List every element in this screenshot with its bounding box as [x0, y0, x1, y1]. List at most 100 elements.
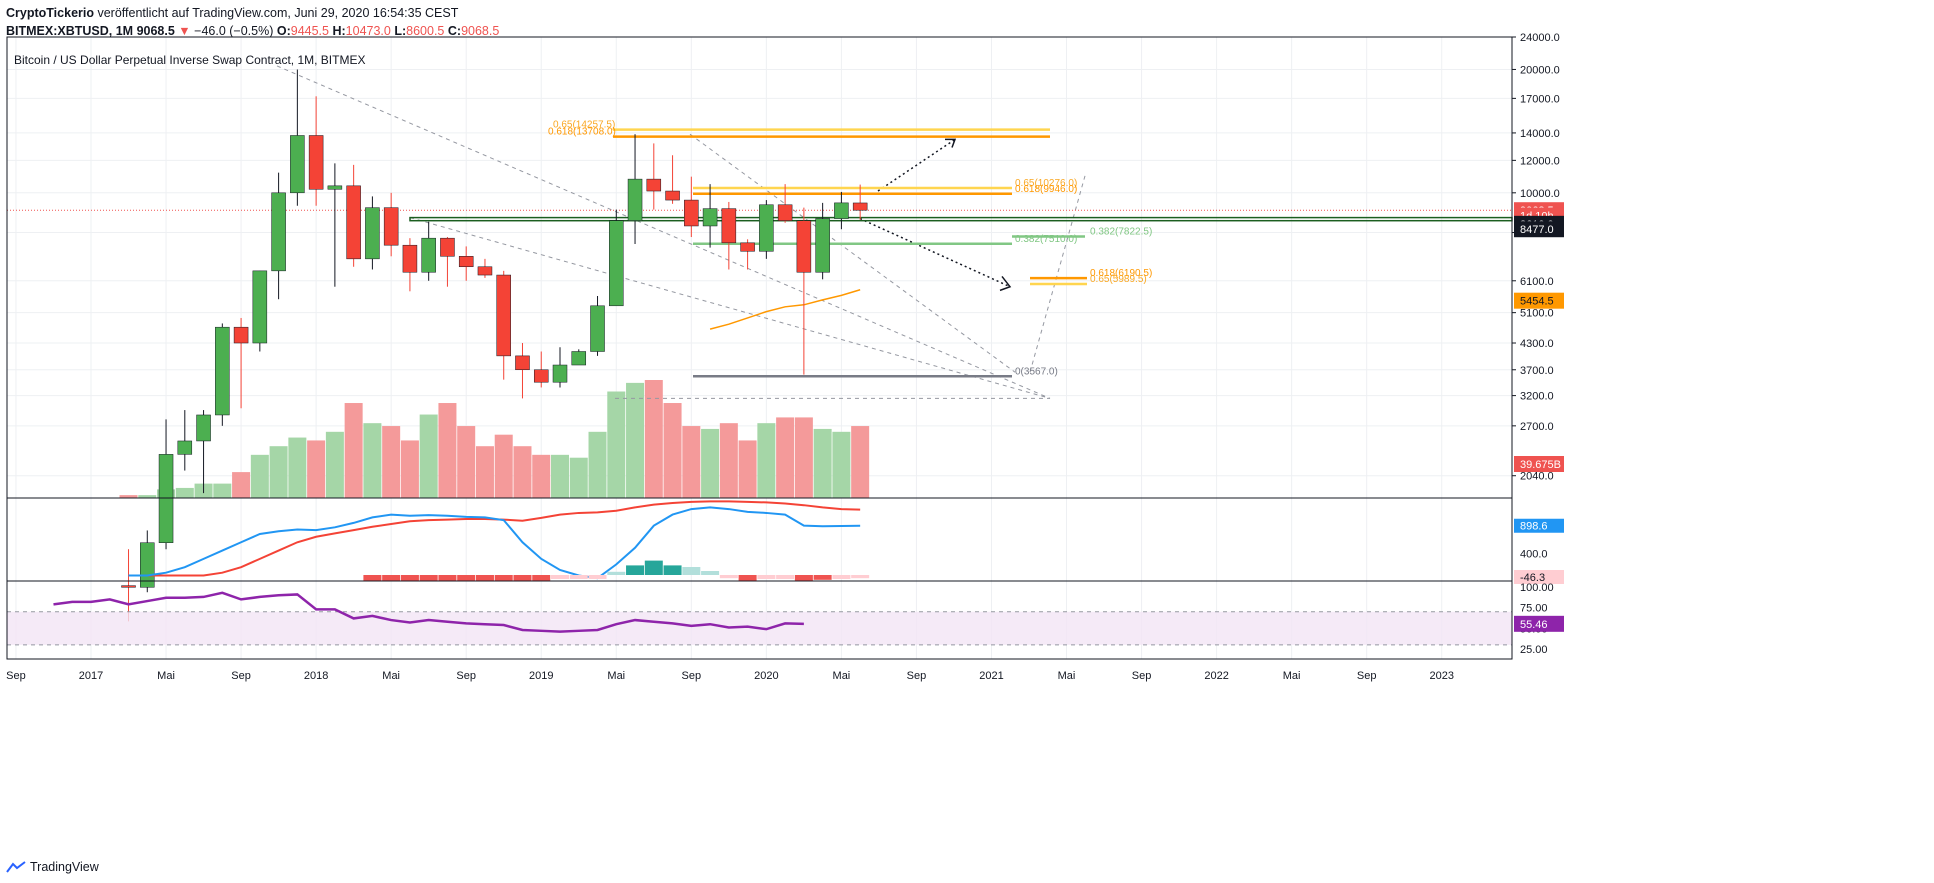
candle-body: [702, 208, 718, 227]
volume-bar: [419, 414, 438, 498]
price-tag-label: 5454.5: [1520, 296, 1554, 308]
footer: TradingView: [6, 860, 99, 874]
rsi-pane: [7, 591, 1512, 646]
candle: [496, 270, 511, 380]
fibonacci-levels: 0.65(14257.5)0.618(13708.0) 0.65(10276.0)…: [548, 120, 1152, 378]
volume-bar: [551, 454, 569, 498]
y-tick-label: 4300.0: [1520, 338, 1554, 350]
price-tag: [1514, 292, 1564, 309]
x-tick-label: Sep: [682, 670, 702, 682]
macd-tick-label: 898.6: [1520, 521, 1548, 533]
price-tag-label: 8477.0: [1520, 224, 1554, 236]
arrow-head-icon: [945, 138, 957, 148]
price-chart[interactable]: 0.65(14257.5)0.618(13708.0) 0.65(10276.0)…: [0, 0, 1934, 860]
candle: [402, 238, 418, 292]
y-tick-label: 24000.0: [1520, 32, 1560, 44]
macd-histogram-bar: [363, 575, 382, 582]
fib-level-label: 0.65(14257.5): [553, 120, 615, 131]
volume-bar: [457, 426, 476, 498]
rsi-tick-label: 25.00: [1520, 644, 1548, 656]
volume-bar: [701, 428, 720, 498]
macd-histogram-bar: [719, 575, 738, 579]
candle: [684, 176, 699, 238]
candle: [759, 200, 774, 259]
candle-body: [590, 305, 605, 352]
fib-level-label: 0.618(6190.5): [1090, 268, 1152, 279]
rsi-line: [53, 591, 804, 633]
candle: [458, 246, 474, 281]
macd-line: [128, 506, 861, 580]
change-value: −46.0 (−0.5%): [194, 24, 274, 38]
candle: [665, 155, 680, 204]
candle-body: [759, 204, 774, 252]
arrow-down-dotted: [859, 217, 1011, 288]
candle: [215, 323, 230, 426]
macd-histogram-bar: [794, 575, 813, 582]
high-label: H:: [332, 24, 346, 38]
fib-level-label: 0.65(10276.0): [1015, 178, 1077, 189]
candle: [702, 184, 718, 248]
volume-bar: [738, 440, 757, 498]
volume-bar: [813, 428, 832, 498]
candle-body: [852, 202, 868, 211]
candle: [271, 172, 286, 300]
volume-bar: [607, 391, 626, 498]
close-label: C:: [447, 24, 462, 38]
candle-body: [290, 135, 305, 194]
arrow-up-dotted: [877, 138, 956, 192]
volume-bar: [213, 483, 232, 498]
volume-bar: [532, 454, 551, 498]
candle-body: [158, 454, 174, 543]
candle-body: [327, 185, 343, 190]
volume-bar: [794, 417, 813, 498]
macd-histogram-bar: [626, 565, 645, 575]
macd-histogram-bar: [663, 565, 682, 575]
candle: [383, 192, 399, 257]
volume-tag: [1514, 456, 1564, 472]
x-tick-label: 2022: [1204, 670, 1228, 682]
candle: [571, 349, 587, 366]
volume-bar: [682, 426, 701, 498]
candle-body: [477, 266, 493, 276]
fib-level-label: 0.65(5989.5): [1090, 274, 1147, 285]
volume-bar: [626, 382, 645, 498]
fib-level-label: 0.618(13708.0): [548, 127, 616, 138]
candle-body: [196, 414, 211, 442]
volume-bar: [138, 495, 157, 498]
candle-body: [515, 355, 530, 371]
candle: [365, 196, 380, 270]
open-value: 9445.5: [290, 24, 329, 38]
author-name[interactable]: CryptoTickerio: [6, 6, 94, 20]
arrow-head-icon: [999, 275, 1012, 292]
candle-body: [233, 326, 249, 344]
moving-average: [709, 289, 861, 330]
candle-body: [796, 220, 812, 273]
y-tick-label: 5100.0: [1520, 308, 1554, 320]
trendline-drawings: [7, 65, 1513, 399]
x-tick-label: Sep: [6, 670, 26, 682]
candle-body: [496, 274, 511, 357]
candle: [327, 163, 343, 287]
macd-tick-label: 400.0: [1520, 548, 1548, 560]
x-tick-label: Mai: [1283, 670, 1301, 682]
volume-bar: [438, 403, 457, 498]
candle: [721, 201, 737, 270]
candles: [121, 69, 868, 622]
rsi-tick-label: 75.00: [1520, 603, 1548, 615]
candle-body: [609, 220, 624, 307]
x-tick-label: Sep: [456, 670, 476, 682]
published-text: veröffentlicht auf TradingView.com, Juni…: [94, 6, 459, 20]
macd-histogram-bar: [400, 575, 419, 582]
brand-label[interactable]: TradingView: [30, 860, 99, 874]
macd-histogram-bar: [832, 575, 851, 579]
symbol-label[interactable]: BITMEX:XBTUSD, 1M: [6, 24, 134, 38]
candle-body: [571, 351, 587, 366]
candle: [852, 184, 868, 220]
y-tick-label: 12000.0: [1520, 155, 1560, 167]
x-tick-label: 2023: [1429, 670, 1453, 682]
candle: [290, 69, 305, 206]
macd-histogram-bar: [644, 560, 663, 575]
macd-histogram-bar: [682, 567, 701, 575]
candle-body: [777, 204, 793, 221]
macd-histogram-bar: [776, 575, 795, 579]
